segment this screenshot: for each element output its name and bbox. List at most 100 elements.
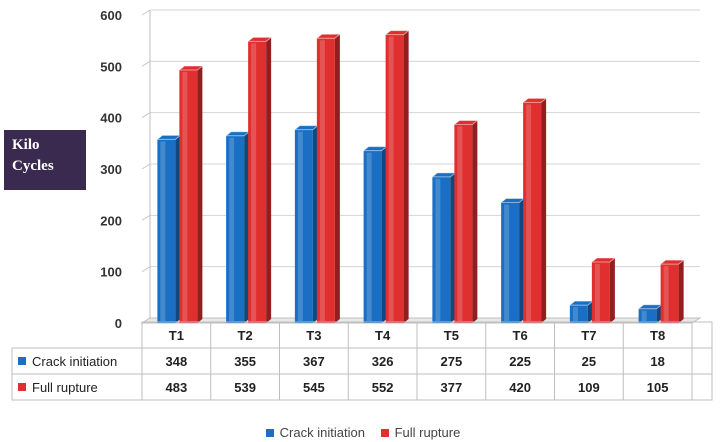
bar-crack-initiation-t5 [430,172,457,323]
category-label-t6: T6 [513,328,528,343]
bar-crack-initiation-t2 [224,131,251,323]
bar-front [294,129,313,323]
gridline-side-300 [141,163,151,170]
bar-highlight [663,266,669,321]
bar-front [157,139,176,323]
bar-top [568,300,595,306]
bar-top [452,119,479,125]
legend-label-full-rupture: Full rupture [394,425,461,440]
category-label-t3: T3 [306,328,321,343]
table-value-full-rupture-t4: 552 [372,380,394,395]
table-value-full-rupture-t1: 483 [166,380,188,395]
bar-highlight [229,137,235,321]
category-label-t2: T2 [238,328,253,343]
legend-item-crack-initiation: Crack initiation [265,425,365,440]
bar-front [638,308,657,323]
table-value-crack-initiation-t1: 348 [166,354,188,369]
bar-highlight [388,36,394,321]
gridlines [141,9,700,324]
bar-crack-initiation-t7 [568,300,595,323]
gridline-side-400 [141,112,151,119]
bar-full-rupture-t6 [521,97,548,324]
bar-side [587,301,593,323]
bar-side [678,260,684,323]
table-value-crack-initiation-t3: 367 [303,354,325,369]
bar-front [363,150,382,323]
bar-side [403,30,409,323]
bar-top [362,146,389,152]
bar-front [591,262,610,323]
bar-top [430,172,457,178]
y-axis-label-line-2: Cycles [12,158,54,174]
legend-swatch-crack-initiation [265,429,274,437]
bar-side [334,34,340,323]
bar-front [501,202,520,323]
bar-highlight [182,72,188,321]
bar-full-rupture-t3 [315,33,342,323]
bar-side [266,37,272,324]
bar-top [177,65,204,71]
bar-full-rupture-t8 [659,259,686,323]
y-tick-label-400: 400 [100,111,122,126]
table-value-full-rupture-t8: 105 [647,380,669,395]
y-tick-label-0: 0 [115,316,122,331]
y-tick-label-600: 600 [100,8,122,23]
bar-top [384,30,411,36]
bar-highlight [504,204,510,321]
bar-top [293,125,320,131]
bar-crack-initiation-t6 [499,198,526,323]
table-value-crack-initiation-t5: 275 [441,354,463,369]
gridline-side-100 [141,266,151,273]
bar-side [175,135,181,323]
bar-side [381,146,387,323]
table-value-crack-initiation-t7: 25 [582,354,596,369]
gridline-side-600 [141,9,151,16]
y-tick-label-200: 200 [100,213,122,228]
bar-full-rupture-t2 [246,36,273,324]
table-value-crack-initiation-t6: 225 [509,354,531,369]
bar-full-rupture-t1 [177,65,204,323]
bar-highlight [435,178,441,321]
bar-highlight [160,141,166,321]
bar-side [312,125,318,324]
gridline-side-500 [141,60,151,67]
bar-side [197,66,203,323]
bar-full-rupture-t4 [384,30,411,323]
table-swatch-crack-initiation [18,357,26,365]
category-label-t7: T7 [581,328,596,343]
bar-top [155,134,182,140]
bars [155,30,686,324]
legend-item-full-rupture: Full rupture [380,425,461,440]
bar-side [656,304,662,323]
y-tick-label-300: 300 [100,162,122,177]
gridline-side-200 [141,214,151,221]
table-value-full-rupture-t7: 109 [578,380,600,395]
bar-side [244,131,250,323]
bar-front [385,34,404,323]
bar-front [660,264,679,323]
chart-walls [140,10,702,324]
bar-front [523,102,542,324]
bar-full-rupture-t7 [590,257,617,323]
category-label-t5: T5 [444,328,459,343]
bar-crack-initiation-t1 [155,134,182,323]
table-value-full-rupture-t2: 539 [234,380,256,395]
y-tick-label-500: 500 [100,59,122,74]
bar-highlight [457,126,463,322]
legend: Crack initiation Full rupture [0,425,726,440]
y-tick-label-100: 100 [100,265,122,280]
bar-front [454,124,473,324]
category-label-t4: T4 [375,328,391,343]
bar-top [637,304,664,310]
bar-highlight [251,43,257,322]
bar-top [521,97,548,103]
y-axis: 0 100 200 300 400 500 600 [100,8,122,331]
table-value-full-rupture-t5: 377 [441,380,463,395]
bar-top [659,259,686,265]
bar-highlight [526,104,532,322]
legend-label-crack-initiation: Crack initiation [279,425,365,440]
bar-front [179,70,198,323]
bar-highlight [641,310,647,321]
category-label-t1: T1 [169,328,184,343]
